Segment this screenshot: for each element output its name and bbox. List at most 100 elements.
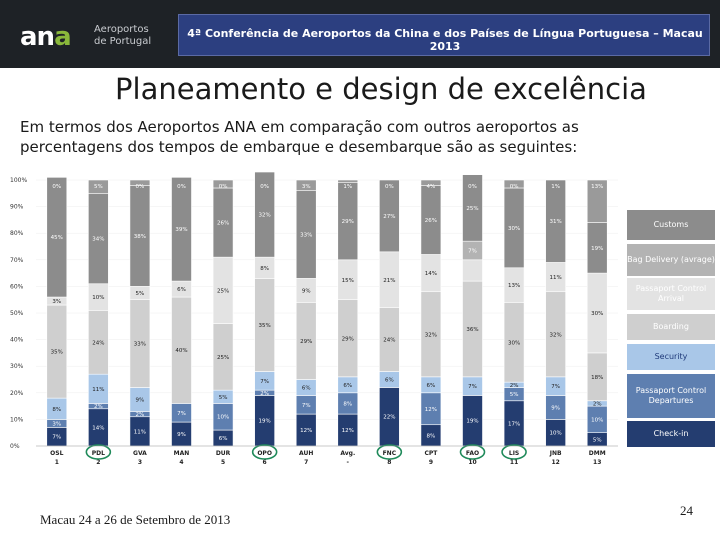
conference-banner: 4ª Conferência de Aeroportos da China e …: [178, 14, 710, 56]
y-tick-label: 100%: [10, 177, 27, 184]
logo-mark: ana: [20, 22, 72, 52]
data-label: 18%: [591, 375, 603, 381]
bar-segment: [462, 259, 483, 282]
data-label: 17%: [508, 421, 520, 427]
data-label: 10%: [591, 417, 603, 423]
bar-segment: [171, 177, 192, 282]
data-label: 25%: [217, 288, 229, 294]
data-label: 2%: [593, 401, 602, 407]
legend-item: Boarding: [627, 314, 715, 340]
legend-item: Passaport Control Departures: [627, 374, 715, 418]
data-label: 29%: [342, 219, 354, 225]
data-label: 9%: [551, 405, 560, 411]
data-label: 12%: [425, 407, 437, 413]
data-label: 2%: [94, 404, 103, 410]
top-data-label: 0%: [260, 184, 269, 190]
category-label: FAO: [466, 450, 479, 457]
category-number: 5: [221, 459, 225, 466]
category-label: JNB: [549, 450, 562, 457]
category-label: FNC: [383, 450, 397, 457]
data-label: 2%: [510, 383, 519, 389]
top-data-label: 0%: [219, 184, 228, 190]
data-label: 6%: [219, 436, 228, 442]
data-label: 14%: [92, 425, 104, 431]
data-label: 6%: [343, 383, 352, 389]
chart-svg: 0%10%20%30%40%50%60%70%80%90%100%7%3%8%3…: [10, 171, 618, 466]
top-data-label: 0%: [468, 184, 477, 190]
bar-segment-top: [586, 179, 608, 223]
data-label: 3%: [52, 299, 61, 305]
top-data-label: 0%: [52, 184, 61, 190]
data-label: 11%: [550, 275, 562, 281]
category-label: Avg.: [340, 450, 355, 457]
page-number: 24: [680, 503, 693, 518]
data-label: 10%: [550, 431, 562, 437]
top-data-label: 1%: [343, 184, 352, 190]
data-label: 5%: [219, 395, 228, 401]
data-label: 30%: [591, 311, 603, 317]
category-label: DMM: [589, 450, 606, 457]
logo-subtitle-line2: de Portugal: [94, 36, 152, 47]
bar-segment-top: [503, 179, 525, 189]
data-label: 2%: [260, 391, 269, 397]
y-tick-label: 60%: [10, 283, 24, 290]
data-label: 26%: [217, 221, 229, 227]
data-label: 8%: [52, 407, 61, 413]
data-label: 10%: [92, 295, 104, 301]
data-label: 30%: [508, 340, 520, 346]
data-label: 29%: [300, 339, 312, 345]
y-tick-label: 90%: [10, 204, 24, 211]
data-label: 25%: [466, 206, 478, 212]
data-label: 6%: [427, 383, 436, 389]
legend-item: Check-in: [627, 421, 715, 447]
category-label: MAN: [174, 450, 190, 457]
data-label: 29%: [342, 336, 354, 342]
top-data-label: 3%: [302, 184, 311, 190]
data-label: 25%: [217, 355, 229, 361]
bar-segment: [462, 174, 483, 242]
data-label: 12%: [342, 428, 354, 434]
category-label: DUR: [216, 450, 231, 457]
data-label: 9%: [136, 397, 145, 403]
data-label: 15%: [342, 278, 354, 284]
slide-title: Planeamento e design de excelência: [115, 72, 647, 106]
data-label: 35%: [259, 323, 271, 329]
data-label: 33%: [300, 233, 312, 239]
category-number: 7: [304, 459, 308, 466]
data-label: 34%: [92, 237, 104, 243]
category-label: LIS: [509, 450, 519, 457]
legend-item: Customs: [627, 210, 715, 240]
top-data-label: 0%: [177, 184, 186, 190]
data-label: 12%: [300, 428, 312, 434]
category-number: 9: [429, 459, 433, 466]
data-label: 24%: [92, 340, 104, 346]
highlight-circle: [85, 444, 112, 460]
top-data-label: 0%: [385, 184, 394, 190]
category-number: 6: [263, 459, 267, 466]
y-tick-label: 0%: [10, 443, 20, 450]
category-label: GVA: [133, 450, 147, 457]
y-tick-label: 10%: [10, 416, 24, 423]
category-label: AUH: [299, 450, 313, 457]
data-label: 7%: [260, 379, 269, 385]
data-label: 7%: [468, 384, 477, 390]
category-label: CPT: [424, 450, 438, 457]
footer-text: Macau 24 a 26 de Setembro de 2013: [40, 512, 231, 527]
data-label: 27%: [383, 214, 395, 220]
legend-item: Bag Delivery (avrage): [627, 244, 715, 276]
data-label: 9%: [302, 288, 311, 294]
data-label: 45%: [51, 235, 63, 241]
bar-segment: [254, 171, 275, 258]
category-number: -: [347, 459, 350, 466]
data-label: 5%: [510, 392, 519, 398]
data-label: 19%: [591, 246, 603, 252]
category-number: 12: [551, 459, 559, 466]
conference-title: 4ª Conferência de Aeroportos da China e …: [187, 27, 703, 53]
highlight-circle: [251, 444, 278, 460]
data-label: 8%: [427, 433, 436, 439]
category-number: 3: [138, 459, 142, 466]
header-bar: ana Aeroportos de Portugal 4ª Conferênci…: [0, 0, 720, 68]
legend-item: Security: [627, 344, 715, 370]
category-number: 8: [387, 459, 391, 466]
data-label: 39%: [175, 227, 187, 233]
